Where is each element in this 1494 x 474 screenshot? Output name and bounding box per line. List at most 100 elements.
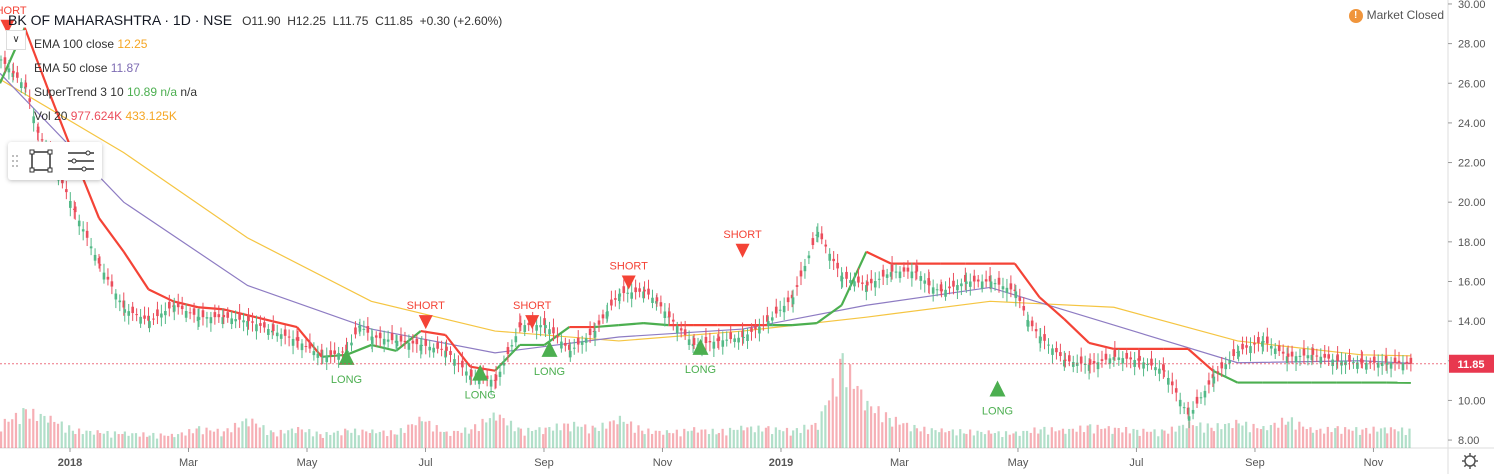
settings-lines-icon[interactable] (68, 150, 94, 172)
volume-bar (1235, 419, 1238, 448)
ema100-label: EMA 100 close (34, 37, 115, 51)
time-tick-label: Nov (1364, 457, 1384, 469)
volume-bar (1358, 434, 1362, 448)
volume-bar (972, 435, 975, 448)
volume-bar (919, 431, 922, 448)
volume-bar (1290, 417, 1294, 448)
candle-body (865, 285, 868, 293)
price-tick-label: 24.00 (1458, 118, 1486, 130)
volume-bar (1033, 427, 1036, 448)
volume-bar (290, 428, 294, 448)
volume-bar (1160, 429, 1164, 448)
candle-body (857, 276, 860, 283)
volume-bar (60, 421, 63, 448)
candle-body (902, 267, 906, 272)
candle-body (580, 341, 584, 345)
volume-bar (1047, 434, 1050, 448)
volume-bar (1037, 433, 1040, 448)
volume-bar (492, 412, 495, 448)
candle-body (201, 310, 205, 318)
candle-body (1315, 355, 1319, 357)
volume-bar (32, 408, 35, 448)
drawing-toolbox[interactable] (8, 142, 102, 180)
candle-body (1232, 349, 1235, 357)
ema100-row[interactable]: EMA 100 close 12.25 (8, 32, 502, 56)
candle-body (390, 333, 394, 341)
volume-bar (498, 414, 501, 448)
supertrend-row[interactable]: SuperTrend 3 10 10.89 n/a n/a (8, 80, 502, 104)
candle-body (638, 288, 641, 292)
candle-body (1092, 361, 1096, 364)
candle-body (1163, 370, 1166, 372)
candle-body (197, 317, 201, 320)
candle-body (85, 230, 89, 238)
candle-body (1273, 348, 1277, 354)
candle-body (519, 323, 523, 326)
settings-gear-icon[interactable] (1462, 453, 1478, 469)
candle-body (0, 59, 3, 61)
volume-bar (56, 423, 60, 448)
supertrend-segment (593, 324, 619, 329)
ema50-row[interactable]: EMA 50 close 11.87 (8, 56, 502, 80)
candle-body (651, 297, 654, 303)
candle-body (552, 327, 555, 334)
price-tick-label: 16.00 (1458, 276, 1486, 288)
supertrend-segment (1013, 262, 1041, 298)
candle-body (399, 335, 403, 342)
volume-bar (350, 432, 353, 448)
candle-body (428, 346, 432, 351)
volume-bar (1113, 427, 1117, 448)
candle-body (1237, 350, 1240, 357)
candle-body (1249, 346, 1252, 354)
candle-body (915, 265, 919, 272)
volume-bar (146, 436, 149, 448)
volume-bar (1336, 426, 1339, 448)
volume-bar (7, 421, 10, 448)
collapse-legend-button[interactable]: ∨ (6, 30, 26, 50)
volume-bar (106, 431, 109, 448)
volume-bar (209, 430, 212, 448)
candle-body (1182, 407, 1186, 409)
volume-bar (799, 432, 802, 448)
candle-body (988, 275, 992, 282)
candle-body (461, 360, 464, 368)
volume-bar (195, 428, 198, 448)
volume-row[interactable]: Vol 20 977.624K 433.125K (8, 104, 502, 128)
supertrend-segment (865, 250, 892, 265)
volume-bar (287, 430, 290, 448)
volume-bar (1347, 429, 1350, 448)
volume-bar (806, 429, 810, 448)
candle-body (1294, 356, 1298, 363)
volume-bar (368, 433, 372, 448)
volume-bar (1079, 425, 1082, 448)
candle-body (877, 278, 881, 280)
volume-bar (517, 427, 520, 448)
volume-bar (297, 427, 300, 448)
candle-body (209, 317, 213, 324)
time-tick-label: Jul (418, 457, 432, 469)
volume-bar (386, 436, 389, 448)
volume-bar (1305, 429, 1308, 448)
candle-body (1117, 357, 1121, 360)
candle-body (1039, 336, 1042, 341)
volume-bar (35, 421, 39, 448)
volume-bar (336, 430, 339, 448)
candle-body (312, 351, 316, 356)
candle-body (741, 330, 744, 338)
candle-body (1087, 364, 1091, 371)
volume-bar (1029, 432, 1032, 448)
volume-bar (965, 433, 968, 448)
candle-body (304, 346, 308, 348)
volume-bar (152, 432, 155, 448)
short-signal-label: SHORT (513, 300, 552, 312)
symbol-title[interactable]: BK OF MAHARASHTRA · 1D · NSE (8, 12, 233, 28)
volume-bar (138, 436, 141, 448)
volume-bar (1142, 428, 1145, 448)
rectangle-tool-icon[interactable] (29, 149, 53, 173)
candle-body (147, 315, 150, 321)
candle-body (980, 281, 984, 289)
candle-body (164, 310, 167, 316)
drag-handle-icon[interactable] (12, 155, 18, 167)
ema50-value: 11.87 (110, 61, 140, 75)
